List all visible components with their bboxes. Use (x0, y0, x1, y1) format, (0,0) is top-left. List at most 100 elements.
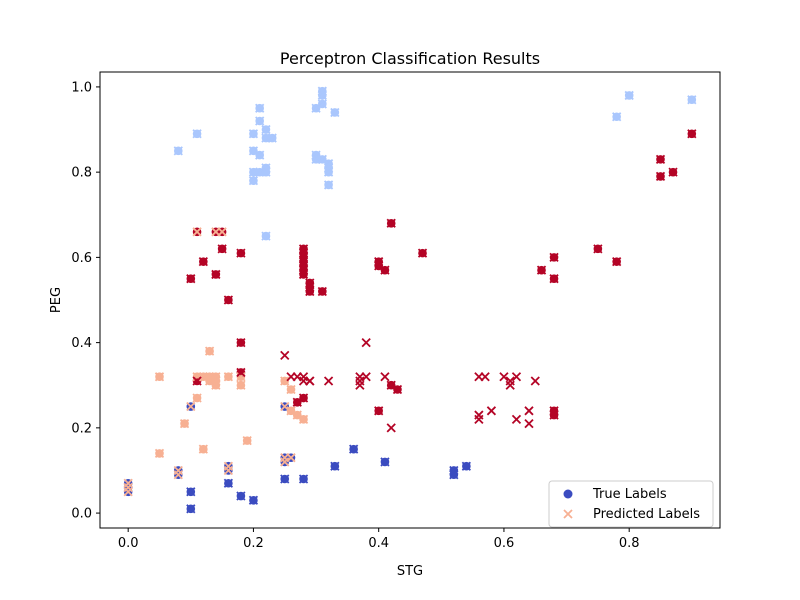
predicted-label-point (186, 487, 196, 497)
predicted-label-point (380, 265, 390, 275)
predicted-label-point (374, 406, 384, 416)
predicted-x-stroke (449, 470, 459, 480)
predicted-x-stroke (255, 150, 265, 160)
predicted-label-point (223, 295, 234, 305)
predicted-x-stroke (361, 372, 371, 382)
y-axis-ticks: 0.0 0.2 0.4 0.6 0.8 1.0 (71, 80, 100, 522)
predicted-label-point (286, 453, 296, 463)
predicted-x-stroke (248, 495, 259, 505)
predicted-x-stroke (223, 461, 234, 471)
predicted-x-stroke (198, 257, 208, 267)
predicted-x-stroke (330, 107, 340, 118)
predicted-label-point (204, 346, 215, 356)
legend-true-label: True Labels (592, 487, 667, 502)
predicted-label-point (361, 372, 371, 382)
predicted-x-stroke (298, 414, 309, 424)
plot-background (100, 72, 720, 528)
predicted-label-point (298, 269, 309, 280)
predicted-label-point (192, 393, 202, 403)
predicted-label-point (330, 461, 340, 471)
predicted-x-stroke (280, 401, 290, 412)
predicted-label-point (123, 487, 133, 497)
predicted-x-stroke (612, 257, 622, 267)
predicted-x-stroke (355, 380, 365, 390)
predicted-label-point (361, 337, 371, 348)
predicted-label-point (217, 244, 227, 254)
predicted-label-point (374, 261, 384, 271)
predicted-label-point (305, 376, 315, 386)
predicted-label-point (298, 474, 309, 484)
predicted-x-stroke (261, 124, 271, 135)
predicted-label-point (198, 444, 208, 454)
predicted-label-point (317, 99, 327, 109)
predicted-label-point (186, 504, 196, 514)
predicted-x-stroke (374, 406, 384, 416)
predicted-x-stroke (280, 350, 290, 361)
predicted-label-point (687, 129, 697, 139)
predicted-label-point (386, 218, 396, 228)
predicted-label-point (536, 265, 547, 275)
predicted-x-stroke (499, 372, 509, 382)
predicted-label-point (348, 444, 359, 454)
predicted-label-point (255, 116, 265, 126)
predicted-x-stroke (380, 265, 390, 275)
predicted-label-point (173, 470, 183, 480)
predicted-label-point (192, 129, 202, 139)
predicted-x-stroke (154, 448, 165, 459)
legend-predicted-label: Predicted Labels (593, 507, 700, 522)
predicted-label-point (330, 107, 340, 118)
predicted-x-stroke (361, 337, 371, 348)
predicted-x-stroke (380, 457, 390, 467)
predicted-label-point (593, 244, 603, 254)
predicted-x-stroke (286, 453, 296, 463)
predicted-x-stroke (524, 406, 534, 416)
y-axis-title: PEG (49, 287, 64, 313)
predicted-label-point (417, 248, 428, 258)
predicted-label-point (236, 248, 246, 258)
predicted-x-stroke (192, 376, 202, 386)
predicted-x-stroke (386, 218, 396, 228)
predicted-x-stroke (217, 227, 227, 237)
predicted-label-point (355, 380, 365, 390)
predicted-x-stroke (374, 261, 384, 271)
predicted-x-stroke (524, 418, 534, 429)
predicted-x-stroke (624, 90, 634, 101)
predicted-label-point (386, 380, 396, 390)
predicted-x-stroke (261, 167, 271, 177)
predicted-label-point (242, 435, 252, 446)
predicted-label-point (317, 90, 327, 101)
predicted-label-point (292, 397, 302, 407)
predicted-x-stroke (248, 146, 259, 156)
predicted-x-stroke (317, 99, 327, 109)
predicted-label-point (511, 372, 522, 382)
predicted-label-point (499, 372, 509, 382)
predicted-label-point (317, 286, 327, 297)
predicted-label-point (311, 103, 321, 113)
predicted-x-stroke (417, 248, 428, 258)
predicted-label-point (248, 129, 259, 139)
predicted-label-point (261, 167, 271, 177)
predicted-x-stroke (298, 269, 309, 280)
predicted-x-stroke (223, 295, 234, 305)
predicted-x-stroke (323, 167, 334, 177)
predicted-label-point (286, 384, 296, 395)
predicted-x-stroke (242, 435, 252, 446)
predicted-x-stroke (192, 393, 202, 403)
predicted-label-point (223, 372, 234, 382)
predicted-label-point (530, 376, 540, 386)
plot-frame (99, 71, 721, 529)
predicted-x-stroke (186, 401, 196, 412)
predicted-label-point (236, 337, 246, 348)
predicted-x-stroke (186, 274, 196, 284)
predicted-x-stroke (255, 103, 265, 113)
predicted-label-point (549, 410, 559, 420)
predicted-label-point (236, 491, 246, 501)
predicted-x-stroke (255, 116, 265, 126)
predicted-x-stroke (549, 252, 559, 263)
predicted-label-point (154, 372, 165, 382)
predicted-label-point (255, 150, 265, 160)
predicted-x-stroke (511, 372, 522, 382)
predicted-x-stroke (123, 487, 133, 497)
predicted-label-point (612, 112, 622, 122)
predicted-x-stroke (217, 244, 227, 254)
